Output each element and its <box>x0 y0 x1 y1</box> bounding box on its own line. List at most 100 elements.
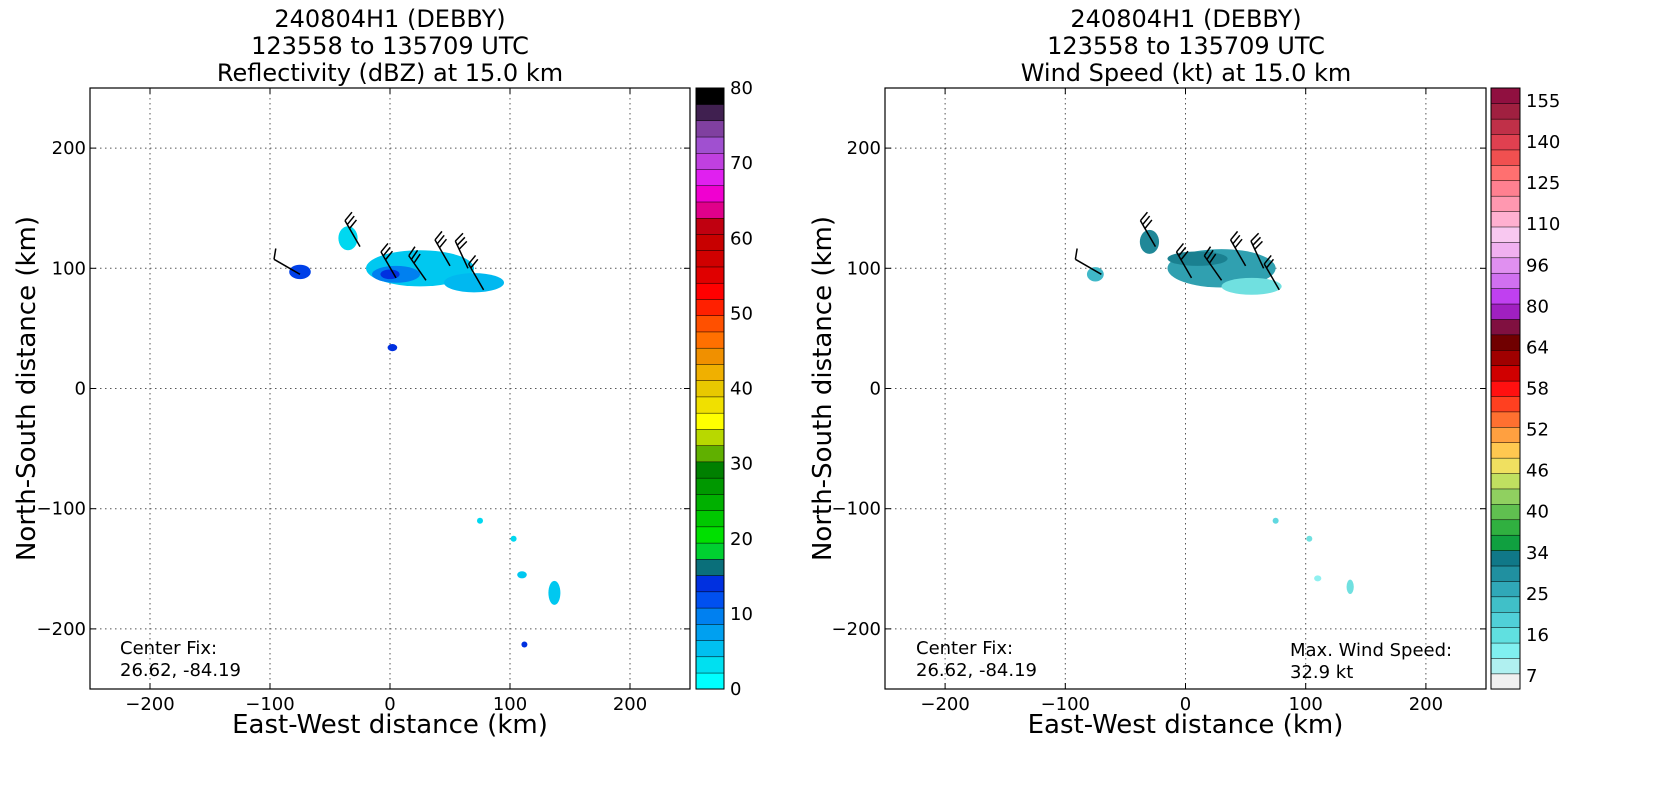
colorbar-swatch <box>695 168 725 187</box>
colorbar-swatch <box>1490 180 1521 197</box>
chart-title-line: 240804H1 (DEBBY) <box>274 5 505 33</box>
colorbar-swatch <box>1490 580 1521 598</box>
echo-cell <box>1346 579 1354 595</box>
colorbar-swatch <box>1490 118 1521 135</box>
wind-barb <box>1250 232 1265 269</box>
colorbar-tick-label: 60 <box>730 228 753 249</box>
wind-barb <box>408 246 427 281</box>
colorbar-swatch <box>695 185 725 203</box>
colorbar-swatch <box>1490 365 1521 382</box>
colorbar-swatch <box>1490 87 1521 104</box>
wind-barb <box>467 254 485 291</box>
colorbar-swatch <box>695 201 725 219</box>
colorbar-tick-label: 40 <box>1526 502 1549 523</box>
colorbar-swatch <box>695 120 725 138</box>
colorbar-swatch <box>695 656 725 674</box>
colorbar-tick-label: 16 <box>1526 625 1549 646</box>
colorbar-swatch <box>695 640 725 658</box>
colorbar-tick-label: 58 <box>1526 379 1549 400</box>
colorbar-swatch <box>695 526 725 544</box>
colorbar-swatch <box>695 347 725 365</box>
x-tick-label: 0 <box>1180 694 1191 715</box>
x-tick-label: 200 <box>613 694 647 715</box>
chart-panel-1: 240804H1 (DEBBY)123558 to 135709 UTCRefl… <box>12 5 753 740</box>
y-tick-label: −200 <box>37 619 86 640</box>
y-tick-label: 0 <box>75 379 86 400</box>
y-tick-label: 200 <box>52 138 86 159</box>
colorbar-swatch <box>695 591 725 609</box>
echo-cell <box>1314 575 1322 582</box>
y-tick-label: 0 <box>870 379 881 400</box>
colorbar-tick-label: 155 <box>1526 91 1560 112</box>
colorbar-tick-label: 110 <box>1526 214 1560 235</box>
x-tick-label: 100 <box>1289 694 1323 715</box>
colorbar-tick-label: 70 <box>730 153 753 174</box>
colorbar-swatch <box>695 510 725 528</box>
colorbar-swatch <box>695 380 725 398</box>
colorbar-swatch <box>695 445 725 463</box>
echo-cell <box>517 571 527 579</box>
colorbar-swatch <box>695 282 725 300</box>
x-tick-label: 100 <box>493 694 527 715</box>
colorbar-swatch <box>695 428 725 446</box>
colorbar-swatch <box>1490 334 1521 351</box>
x-tick-label: −200 <box>125 694 174 715</box>
colorbar-swatch <box>695 493 725 511</box>
colorbar-swatch <box>695 103 725 122</box>
colorbar-swatch <box>1490 272 1521 289</box>
colorbar-swatch <box>1490 534 1521 551</box>
chart-title-line: Wind Speed (kt) at 15.0 km <box>1021 59 1352 87</box>
y-tick-label: −100 <box>37 499 86 520</box>
echo-cell <box>1221 277 1282 295</box>
colorbar-swatch <box>1490 627 1521 644</box>
colorbar-swatch <box>695 623 725 641</box>
colorbar-swatch <box>1490 349 1521 366</box>
wind-barb <box>380 242 397 279</box>
y-tick-label: 100 <box>847 258 881 279</box>
x-axis-label: East-West distance (km) <box>1028 710 1344 740</box>
colorbar: 80 70 60 50 40 30 20 10 0 <box>695 78 753 700</box>
colorbar-frame <box>1490 87 1521 690</box>
colorbar-tick-label: 52 <box>1526 420 1549 441</box>
wind-barb <box>1229 230 1247 267</box>
colorbar-tick-label: 30 <box>730 454 753 475</box>
chart-title-line: 123558 to 135709 UTC <box>1047 32 1325 60</box>
colorbar-swatch <box>695 607 725 625</box>
colorbar-swatch <box>695 266 725 284</box>
x-tick-label: −200 <box>920 694 969 715</box>
colorbar-swatch <box>1490 411 1521 428</box>
wind-barb <box>1139 211 1157 248</box>
center-fix-value: 26.62, -84.19 <box>120 660 241 681</box>
colorbar-tick-label: 64 <box>1526 337 1549 358</box>
colorbar-swatch <box>1490 103 1521 120</box>
echo-cell <box>289 264 311 280</box>
echo-cell <box>548 580 561 605</box>
chart-panel-2: 240804H1 (DEBBY)123558 to 135709 UTCWind… <box>808 5 1560 740</box>
colorbar-swatch <box>695 412 725 430</box>
chart-title-line: 123558 to 135709 UTC <box>251 32 529 60</box>
colorbar-tick-label: 80 <box>730 78 753 99</box>
echo-cell <box>387 344 398 352</box>
wind-barb <box>1175 242 1193 279</box>
echo-cell <box>380 269 400 280</box>
colorbar: 155 140 125 110 96 80 64 58 52 46 40 34 25 16 7 <box>1490 87 1560 690</box>
colorbar-tick-label: 10 <box>730 604 753 625</box>
echo-cell <box>510 535 517 542</box>
colorbar-tick-label: 20 <box>730 529 753 550</box>
colorbar-tick-label: 34 <box>1526 543 1549 564</box>
wind-barb <box>273 248 301 275</box>
center-fix-label: Center Fix: <box>120 638 217 659</box>
colorbar-frame <box>695 87 725 690</box>
colorbar-swatch <box>1490 257 1521 274</box>
colorbar-swatch <box>695 298 725 316</box>
colorbar-swatch <box>695 217 725 235</box>
colorbar-swatch <box>695 363 725 381</box>
colorbar-swatch <box>1490 657 1521 675</box>
colorbar-swatch <box>1490 673 1521 690</box>
colorbar-tick-label: 125 <box>1526 173 1560 194</box>
x-tick-label: 200 <box>1409 694 1443 715</box>
echo-layer <box>273 211 561 648</box>
colorbar-swatch <box>1490 395 1521 413</box>
echo-cell <box>444 273 504 293</box>
max-wind-label: Max. Wind Speed: <box>1290 640 1452 661</box>
